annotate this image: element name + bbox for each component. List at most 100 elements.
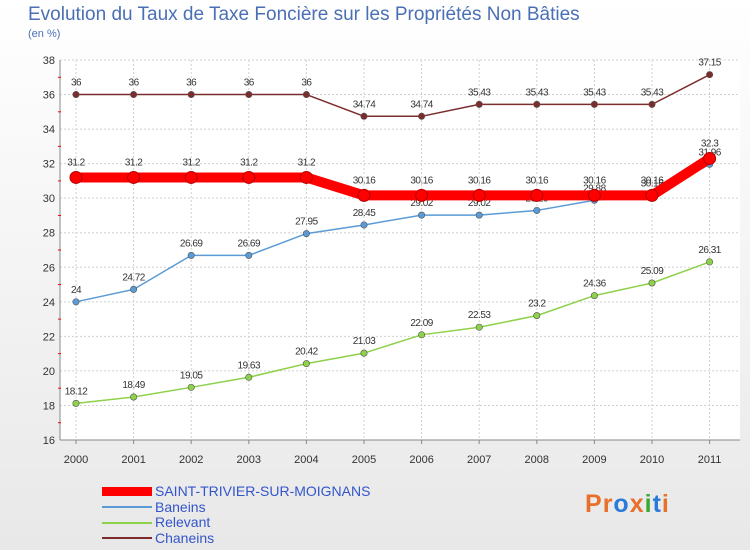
x-tick-label: 2002 bbox=[179, 454, 203, 466]
data-label-relevant: 24.36 bbox=[583, 279, 606, 290]
data-label-chaneins: 37.15 bbox=[698, 58, 721, 69]
data-label-baneins: 30.16 bbox=[641, 178, 664, 189]
legend-swatch-baneins bbox=[102, 506, 152, 509]
data-point-baneins bbox=[72, 298, 80, 306]
x-tick-label: 2006 bbox=[409, 454, 433, 466]
data-point-saint-trivier bbox=[299, 170, 313, 184]
data-label-saint-trivier: 30.16 bbox=[468, 175, 491, 186]
data-point-chaneins bbox=[187, 91, 195, 99]
data-point-relevant bbox=[533, 312, 541, 320]
data-point-relevant bbox=[590, 292, 598, 300]
x-tick-label: 2009 bbox=[582, 454, 606, 466]
y-tick-label: 16 bbox=[43, 435, 55, 447]
data-point-relevant bbox=[130, 393, 138, 401]
data-label-relevant: 20.42 bbox=[295, 347, 318, 358]
x-tick-label: 2010 bbox=[640, 454, 664, 466]
y-tick-label: 32 bbox=[43, 159, 55, 171]
legend-swatch-chaneins bbox=[102, 537, 152, 540]
data-point-saint-trivier bbox=[472, 188, 486, 202]
data-label-saint-trivier: 30.16 bbox=[641, 175, 664, 186]
series-line-chaneins bbox=[75, 73, 711, 118]
chart-unit-label: (en %) bbox=[28, 28, 61, 40]
data-label-relevant: 19.63 bbox=[238, 360, 261, 371]
data-label-chaneins: 36 bbox=[244, 78, 255, 89]
data-label-relevant: 22.53 bbox=[468, 310, 491, 321]
data-point-baneins bbox=[130, 285, 138, 293]
data-label-saint-trivier: 31.2 bbox=[298, 157, 316, 168]
data-label-saint-trivier: 30.16 bbox=[353, 175, 376, 186]
legend-label-baneins: Baneins bbox=[155, 498, 206, 515]
data-point-baneins bbox=[360, 221, 368, 229]
legend-label-saint-trivier: SAINT-TRIVIER-SUR-MOIGNANS bbox=[155, 483, 371, 500]
y-tick-label: 26 bbox=[43, 262, 55, 274]
data-point-chaneins bbox=[648, 100, 656, 108]
x-tick-label: 2007 bbox=[467, 454, 491, 466]
data-point-relevant bbox=[418, 331, 426, 339]
data-point-saint-trivier bbox=[645, 188, 659, 202]
y-tick-label: 22 bbox=[43, 331, 55, 343]
data-label-baneins: 29.02 bbox=[410, 198, 433, 209]
legend: SAINT-TRIVIER-SUR-MOIGNANS Baneins Relev… bbox=[102, 484, 370, 546]
data-point-chaneins bbox=[706, 71, 714, 79]
data-label-saint-trivier: 30.16 bbox=[583, 175, 606, 186]
x-tick-label: 2000 bbox=[64, 454, 88, 466]
data-label-saint-trivier: 31.2 bbox=[67, 157, 85, 168]
y-tick-label: 18 bbox=[43, 400, 55, 412]
legend-swatch-relevant bbox=[102, 521, 152, 524]
data-label-relevant: 18.49 bbox=[122, 380, 145, 391]
logo-letter: i bbox=[644, 490, 653, 518]
data-label-chaneins: 35.43 bbox=[641, 87, 664, 98]
x-tick-label: 2011 bbox=[698, 454, 722, 466]
data-label-relevant: 18.12 bbox=[65, 386, 88, 397]
data-point-chaneins bbox=[302, 91, 310, 99]
data-point-chaneins bbox=[475, 100, 483, 108]
x-tick-label: 2001 bbox=[121, 454, 145, 466]
data-point-chaneins bbox=[418, 112, 426, 120]
data-point-saint-trivier bbox=[357, 188, 371, 202]
data-point-baneins bbox=[418, 211, 426, 219]
data-label-chaneins: 34.74 bbox=[410, 99, 433, 110]
y-tick-label: 28 bbox=[43, 228, 55, 240]
data-label-saint-trivier: 30.16 bbox=[526, 175, 549, 186]
logo-letter: i bbox=[661, 490, 670, 518]
data-label-saint-trivier: 32.3 bbox=[701, 138, 719, 149]
data-point-relevant bbox=[302, 360, 310, 368]
data-point-relevant bbox=[360, 349, 368, 357]
data-point-relevant bbox=[475, 323, 483, 331]
data-point-relevant bbox=[245, 373, 253, 381]
data-label-baneins: 26.69 bbox=[180, 238, 203, 249]
data-point-chaneins bbox=[360, 112, 368, 120]
data-point-chaneins bbox=[533, 100, 541, 108]
data-label-chaneins: 35.43 bbox=[583, 87, 606, 98]
y-tick-label: 38 bbox=[43, 55, 55, 67]
data-label-relevant: 22.09 bbox=[410, 318, 433, 329]
y-tick-label: 30 bbox=[43, 193, 55, 205]
data-label-baneins: 24.72 bbox=[122, 272, 145, 283]
chart-title: Evolution du Taux de Taxe Foncière sur l… bbox=[28, 4, 580, 25]
y-tick-label: 20 bbox=[43, 366, 55, 378]
data-point-saint-trivier bbox=[415, 188, 429, 202]
data-point-relevant bbox=[648, 279, 656, 287]
legend-item-chaneins: Chaneins bbox=[102, 530, 370, 547]
data-point-chaneins bbox=[130, 91, 138, 99]
data-label-baneins: 29.88 bbox=[583, 183, 606, 194]
data-label-saint-trivier: 30.16 bbox=[410, 175, 433, 186]
data-label-saint-trivier: 31.2 bbox=[240, 157, 258, 168]
data-label-chaneins: 35.43 bbox=[468, 87, 491, 98]
data-point-saint-trivier bbox=[127, 170, 141, 184]
data-point-relevant bbox=[187, 383, 195, 391]
data-label-chaneins: 36 bbox=[186, 78, 197, 89]
data-label-relevant: 21.03 bbox=[353, 336, 376, 347]
data-label-chaneins: 34.74 bbox=[353, 99, 376, 110]
data-point-saint-trivier bbox=[587, 188, 601, 202]
data-label-baneins: 28.45 bbox=[353, 208, 376, 219]
data-point-chaneins bbox=[245, 91, 253, 99]
data-label-relevant: 25.09 bbox=[641, 266, 664, 277]
data-point-chaneins bbox=[72, 91, 80, 99]
series-line-saint-trivier bbox=[71, 153, 715, 201]
data-label-chaneins: 35.43 bbox=[526, 87, 549, 98]
data-label-chaneins: 36 bbox=[301, 78, 312, 89]
proxiti-logo: Proxiti bbox=[585, 490, 670, 519]
legend-item-baneins: Baneins bbox=[102, 498, 370, 516]
data-point-baneins bbox=[245, 251, 253, 259]
